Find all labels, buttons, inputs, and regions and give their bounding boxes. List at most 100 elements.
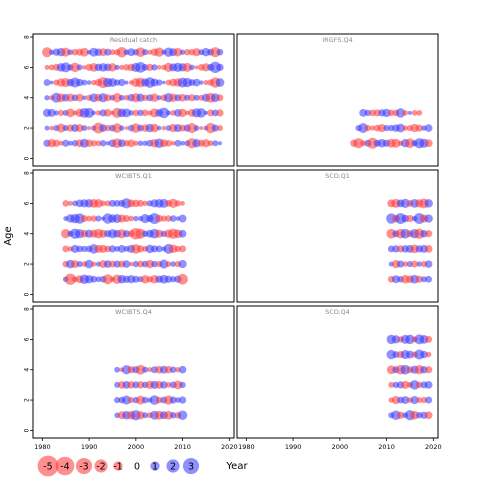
bubble (416, 110, 423, 116)
bubble (425, 366, 433, 374)
bubble (137, 140, 144, 147)
bubble (135, 47, 146, 58)
y-tick-label: 2 (24, 126, 31, 130)
bubble (184, 49, 191, 56)
bubble (116, 46, 128, 58)
x-tick-label: 2010 (174, 443, 191, 451)
legend-label: 0 (134, 462, 140, 473)
y-tick-label: 2 (24, 398, 31, 402)
bubble (150, 123, 159, 133)
bubble (65, 108, 75, 118)
bubble (395, 108, 406, 118)
bubble (140, 274, 150, 284)
bubble (70, 244, 80, 253)
bubble (164, 410, 173, 420)
bubble (401, 380, 410, 389)
bubble (169, 366, 177, 373)
bubble (43, 79, 51, 86)
bubble (142, 366, 149, 373)
bubble (193, 94, 200, 101)
bubble (76, 261, 83, 268)
bubble (165, 215, 172, 222)
bubble (155, 245, 163, 253)
legend-label: -2 (96, 462, 105, 473)
bubble (137, 199, 145, 207)
x-tick-label: 1990 (81, 443, 98, 451)
bubble (180, 140, 185, 146)
bubble (80, 47, 89, 57)
bubble (160, 381, 168, 389)
bubble (71, 260, 80, 269)
bubble (44, 95, 50, 101)
legend-bubble (94, 459, 108, 473)
bubble (425, 275, 433, 283)
bubble (104, 94, 112, 102)
bubble (67, 140, 73, 146)
bubble (117, 245, 126, 253)
bubble (81, 125, 88, 132)
bubble (216, 125, 223, 132)
bubble (165, 382, 172, 388)
bubble (165, 261, 172, 267)
bubble (407, 110, 412, 115)
bubble (420, 350, 428, 359)
bubble (114, 396, 121, 404)
bubble (121, 395, 132, 405)
bubble (84, 107, 95, 118)
bubble (81, 245, 88, 253)
bubble (192, 78, 201, 87)
bubble (95, 276, 102, 283)
bubble (402, 261, 409, 267)
bubble (90, 140, 97, 147)
bubble (133, 215, 139, 222)
bubble (124, 80, 129, 85)
bubble (108, 245, 117, 253)
bubble (199, 126, 204, 131)
bubble (159, 259, 169, 269)
bubble (151, 260, 158, 268)
bubble (425, 351, 432, 358)
bubble (406, 350, 414, 359)
bubble (216, 94, 224, 102)
x-tick-label: 2020 (425, 443, 442, 451)
bubble (130, 123, 141, 133)
bubble (49, 125, 55, 131)
bubble (49, 80, 54, 85)
y-axis-label: Age (3, 226, 14, 245)
panel-title: WCIBTS.Q4 (115, 308, 152, 316)
bubble (76, 245, 84, 253)
bubble (203, 80, 209, 86)
bubble (411, 260, 419, 268)
bubble (199, 80, 204, 85)
x-tick-label: 2000 (332, 443, 349, 451)
bubble (128, 110, 134, 116)
y-tick-label: 4 (24, 96, 31, 100)
bubble (216, 48, 224, 56)
legend-label: -5 (43, 462, 52, 473)
bubble (391, 275, 400, 284)
legend-label: 3 (188, 462, 194, 473)
bubble (353, 138, 364, 149)
bubble (364, 109, 372, 117)
legend-bubble (55, 456, 75, 476)
bubble (402, 110, 409, 116)
legend-bubble (37, 455, 59, 477)
legend-label: -1 (113, 462, 122, 473)
bubble (122, 260, 131, 268)
bubble (179, 49, 186, 55)
bubble (416, 261, 422, 267)
bubble (377, 123, 386, 133)
bubble (388, 109, 395, 117)
legend-label: 1 (152, 462, 158, 473)
bubble (164, 275, 173, 283)
y-tick-label: 0 (24, 156, 31, 160)
bubble (76, 64, 83, 71)
bubble (95, 140, 102, 147)
bubble (177, 273, 188, 285)
bubble (142, 140, 148, 146)
bubble (145, 259, 155, 269)
bubble (203, 110, 209, 116)
bubble (137, 109, 144, 117)
bubble (424, 245, 433, 253)
bubble (179, 381, 186, 389)
